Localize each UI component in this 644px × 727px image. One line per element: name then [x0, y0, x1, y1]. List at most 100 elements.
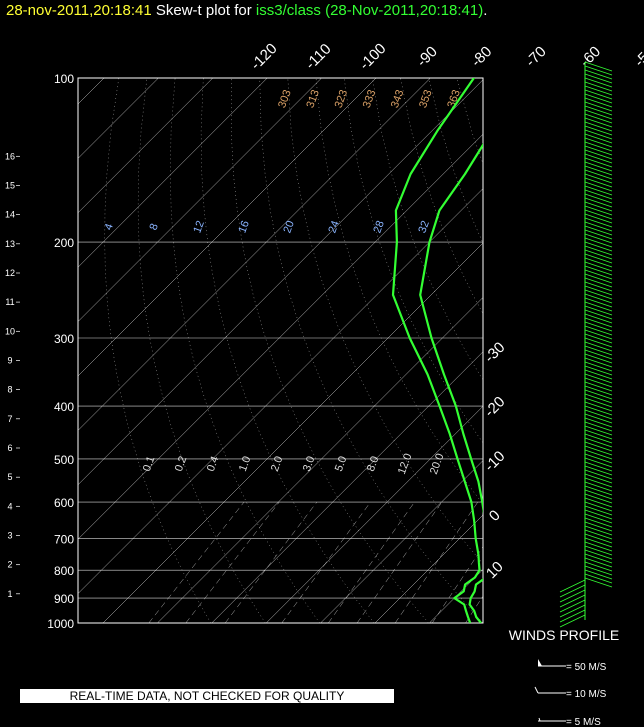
dry-adiabat-label: 303 — [276, 88, 294, 109]
height-label: 10 — [5, 326, 15, 336]
dry-adiabat-label: 323 — [333, 88, 351, 109]
dry-adiabat — [200, 78, 375, 623]
wind-barb — [584, 301, 613, 312]
isotherm-label-top: -50 — [631, 43, 644, 70]
mixing-ratio-line — [328, 501, 415, 623]
isotherm-label-top: -90 — [414, 43, 441, 70]
mixing-ratio-label-lower: 2.0 — [269, 455, 286, 473]
isotherm-line — [78, 78, 377, 377]
wind-barb — [584, 405, 613, 416]
wind-barb — [584, 269, 613, 280]
header-period: . — [483, 2, 488, 19]
header-title: 28-nov-2011,20:18:41 Skew-t plot for iss… — [6, 2, 487, 19]
wind-barb — [584, 97, 613, 108]
wind-barb — [584, 333, 613, 344]
dry-adiabat — [372, 78, 483, 381]
wind-barb — [584, 61, 613, 72]
mixing-ratio-label-upper: 16 — [236, 219, 251, 235]
wind-barb — [584, 297, 613, 308]
wind-barb — [584, 173, 613, 184]
wind-barb — [584, 493, 613, 504]
wind-barb — [584, 497, 613, 508]
mixing-ratio-label-lower: 12.0 — [396, 452, 415, 476]
pressure-label: 100 — [54, 72, 74, 86]
pressure-label: 600 — [54, 496, 74, 510]
wind-barb — [584, 485, 613, 496]
wind-barb — [584, 117, 613, 128]
wind-barb — [584, 321, 613, 332]
wind-barb — [584, 533, 613, 544]
mixing-ratio-label-upper: 32 — [416, 219, 431, 235]
mixing-ratio-label-lower: 5.0 — [333, 455, 350, 473]
wind-barb — [584, 141, 613, 152]
dry-adiabat — [598, 78, 644, 623]
wind-barb — [584, 517, 613, 528]
height-label: 9 — [7, 356, 12, 366]
isotherm-line — [78, 78, 159, 159]
pressure-label: 900 — [54, 592, 74, 606]
height-label: 7 — [7, 414, 12, 424]
isotherm-line — [78, 78, 322, 322]
wind-barb — [584, 201, 613, 212]
wind-barb — [559, 604, 586, 618]
dry-adiabat — [230, 78, 429, 623]
wind-barb — [584, 577, 613, 588]
wind-barb — [584, 553, 613, 564]
header-station: iss3/class (28-Nov-2011,20:18:41) — [255, 2, 484, 19]
wind-barb — [559, 579, 586, 593]
isotherm-label-right: -30 — [481, 339, 508, 366]
wind-barb — [584, 425, 613, 436]
mixing-ratio-line — [431, 546, 483, 623]
dry-adiabat — [513, 78, 644, 623]
wind-barb — [584, 181, 613, 192]
wind-barb — [584, 341, 613, 352]
wind-legend-label: = 50 M/S — [566, 662, 607, 673]
wind-barb — [584, 249, 613, 260]
wind-barb — [559, 589, 586, 603]
wind-barb — [584, 385, 613, 396]
wind-barb — [584, 205, 613, 216]
wind-barb — [584, 229, 613, 240]
pressure-label: 1000 — [47, 617, 74, 631]
isotherm-line — [429, 569, 483, 623]
height-label: 13 — [5, 239, 15, 249]
wind-barb — [584, 329, 613, 340]
isotherm-label-top: -60 — [577, 43, 604, 70]
wind-barb — [584, 413, 613, 424]
wind-barb — [584, 369, 613, 380]
wind-barb — [584, 281, 613, 292]
dry-adiabat-label: 333 — [361, 88, 379, 109]
wind-barb — [584, 93, 613, 104]
isotherm-line — [593, 78, 644, 623]
wind-barb — [584, 313, 613, 324]
plot-frame — [77, 77, 484, 624]
isotherm-line — [78, 133, 483, 540]
height-label: 8 — [7, 385, 12, 395]
height-label: 1 — [7, 589, 12, 599]
wind-barb — [584, 161, 613, 172]
isotherm-line — [78, 78, 431, 431]
isotherm-label-right: -10 — [481, 448, 508, 475]
wind-barb — [584, 409, 613, 420]
isotherm-line — [211, 351, 483, 623]
wind-barb — [584, 381, 613, 392]
dry-adiabat — [137, 78, 266, 623]
wind-barb — [584, 237, 613, 248]
mixing-ratio-line — [148, 501, 245, 623]
height-label: 16 — [5, 151, 15, 161]
wind-barb — [584, 513, 613, 524]
wind-barb — [559, 609, 586, 623]
wind-barb — [584, 137, 613, 148]
isotherm-line — [78, 188, 483, 594]
pressure-label: 700 — [54, 533, 74, 547]
wind-barb — [584, 421, 613, 432]
wind-barb — [584, 445, 613, 456]
wind-barb — [584, 309, 613, 320]
wind-barb — [584, 481, 613, 492]
mixing-ratio-line — [225, 501, 317, 623]
wind-barb — [584, 169, 613, 180]
height-label: 12 — [5, 268, 15, 278]
wind-barb — [584, 245, 613, 256]
height-label: 6 — [7, 443, 12, 453]
wind-barb — [584, 149, 613, 160]
